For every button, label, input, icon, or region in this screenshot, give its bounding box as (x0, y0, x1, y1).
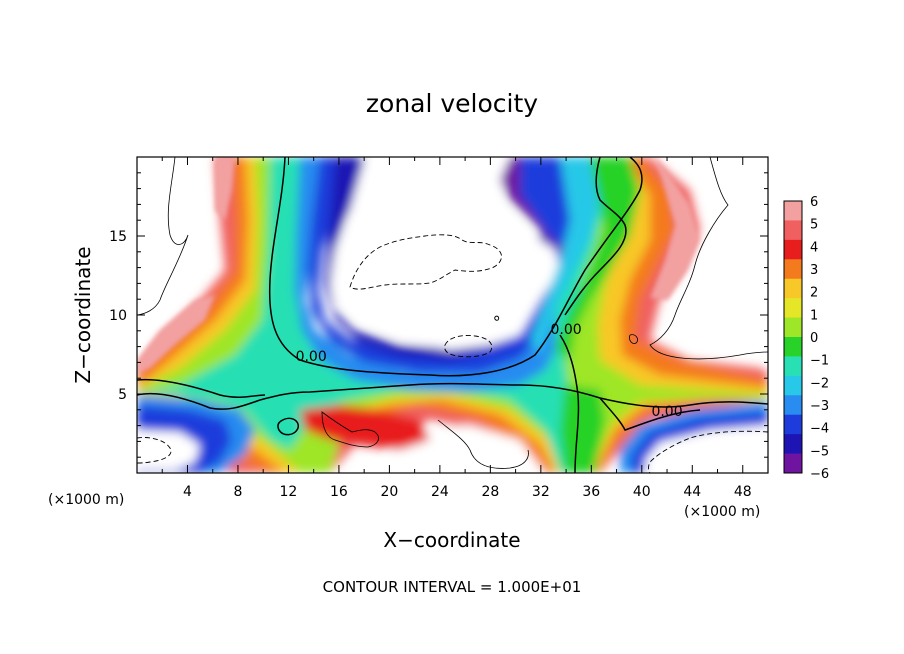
contour-dashed-dot (494, 315, 500, 321)
contour-dashed-lower-left (137, 437, 172, 464)
colorbar-swatch (784, 278, 802, 299)
top-right-pink (650, 157, 700, 300)
colorbar-label: −2 (810, 376, 829, 391)
colorbar-label: −4 (810, 422, 829, 437)
colorbar-label: 5 (810, 218, 818, 233)
contour-interval-note: CONTOUR INTERVAL = 1.000E+01 (323, 578, 582, 596)
contour-thin-right-2 (629, 334, 638, 344)
x-tick-label: 12 (280, 484, 298, 500)
contour-label: 0.00 (550, 322, 581, 338)
x-tick-label: 8 (233, 484, 242, 500)
colorbar-label: −6 (810, 467, 829, 482)
colorbar-label: 4 (810, 240, 818, 255)
x-tick-label: 32 (532, 484, 550, 500)
y-axis-label: Z−coordinate (71, 246, 95, 383)
colorbar: 6 5 4 3 2 1 0 −1 −2 −3 −4 −5 −6 (783, 195, 829, 482)
x-axis-unit-left: (×1000 m) (48, 492, 124, 508)
y-axis-ticks: 5 10 15 (109, 172, 768, 458)
white-lower-center (390, 425, 545, 473)
colorbar-swatch (784, 414, 802, 435)
colorbar-swatch (784, 220, 802, 241)
contour-label: 0.00 (296, 349, 327, 365)
x-tick-label: 48 (734, 484, 752, 500)
x-tick-label: 4 (183, 484, 192, 500)
jet-east-green (555, 157, 640, 360)
colorbar-label: −5 (810, 444, 829, 459)
contour-zero-main (268, 157, 643, 377)
contour-lines (137, 157, 768, 473)
colorbar-swatch (784, 201, 802, 221)
colorbar-label: −1 (810, 354, 829, 369)
velocity-field (137, 157, 768, 473)
colorbar-label: 1 (810, 308, 818, 323)
x-tick-label: 40 (633, 484, 651, 500)
x-axis-ticks: 4 8 12 16 20 24 28 32 36 40 44 48 (161, 157, 752, 500)
colorbar-swatch (784, 239, 802, 260)
colorbar-swatch (784, 337, 802, 357)
y-tick-label: 15 (109, 229, 127, 245)
contour-thin-left (137, 157, 189, 316)
contour-zero-ring (277, 417, 299, 436)
colorbar-label: 3 (810, 263, 818, 278)
top-left-pink (215, 157, 235, 220)
contour-zero-east (559, 334, 580, 473)
colorbar-label: −3 (810, 399, 829, 414)
colorbar-swatch (784, 356, 802, 377)
x-axis-unit-right: (×1000 m) (684, 504, 760, 520)
contour-zero-left-low (137, 378, 266, 398)
colorbar-swatch (784, 259, 802, 280)
colorbar-label: 0 (810, 331, 818, 346)
x-axis-label: X−coordinate (383, 528, 520, 552)
contour-zero-low (137, 382, 768, 410)
contour-dashed-upper (349, 234, 502, 290)
contour-dashed-mid (444, 335, 493, 358)
contour-zero-low-2 (599, 397, 701, 431)
colorbar-swatch (784, 395, 802, 416)
x-tick-label: 44 (683, 484, 701, 500)
jet-west-cyan (137, 157, 605, 473)
colorbar-swatch (784, 375, 802, 396)
contour-zero-main-2 (564, 157, 627, 316)
chart-title: zonal velocity (366, 89, 538, 118)
colorbar-swatch (784, 298, 802, 319)
jet-east-cyan (530, 157, 600, 355)
colorbar-swatch (784, 434, 802, 455)
x-tick-label: 24 (431, 484, 449, 500)
contour-thin-right (649, 157, 768, 360)
colorbar-frame (783, 200, 803, 474)
x-tick-label: 20 (380, 484, 398, 500)
green-stem (560, 385, 605, 473)
colorbar-label: 2 (810, 286, 818, 301)
colorbar-label: 6 (810, 195, 818, 210)
left-pink-edge (137, 295, 215, 372)
x-tick-label: 36 (582, 484, 600, 500)
void-center (335, 157, 560, 350)
x-tick-label: 28 (481, 484, 499, 500)
white-lower-left (137, 430, 200, 470)
contour-dashed-lower-right (648, 430, 768, 473)
contour-thin-bottom-left (321, 411, 379, 448)
x-tick-label: 16 (330, 484, 348, 500)
colorbar-swatch (784, 453, 802, 474)
contour-label: 0.00 (651, 404, 682, 420)
y-tick-label: 5 (118, 387, 127, 403)
y-tick-label: 10 (109, 308, 127, 324)
white-lower-right (645, 425, 768, 473)
contour-labels: 0.00 0.00 0.00 (296, 322, 683, 420)
jet-navy (325, 157, 560, 360)
contour-thin-bottom-center (437, 419, 529, 469)
colorbar-swatch (784, 317, 802, 338)
